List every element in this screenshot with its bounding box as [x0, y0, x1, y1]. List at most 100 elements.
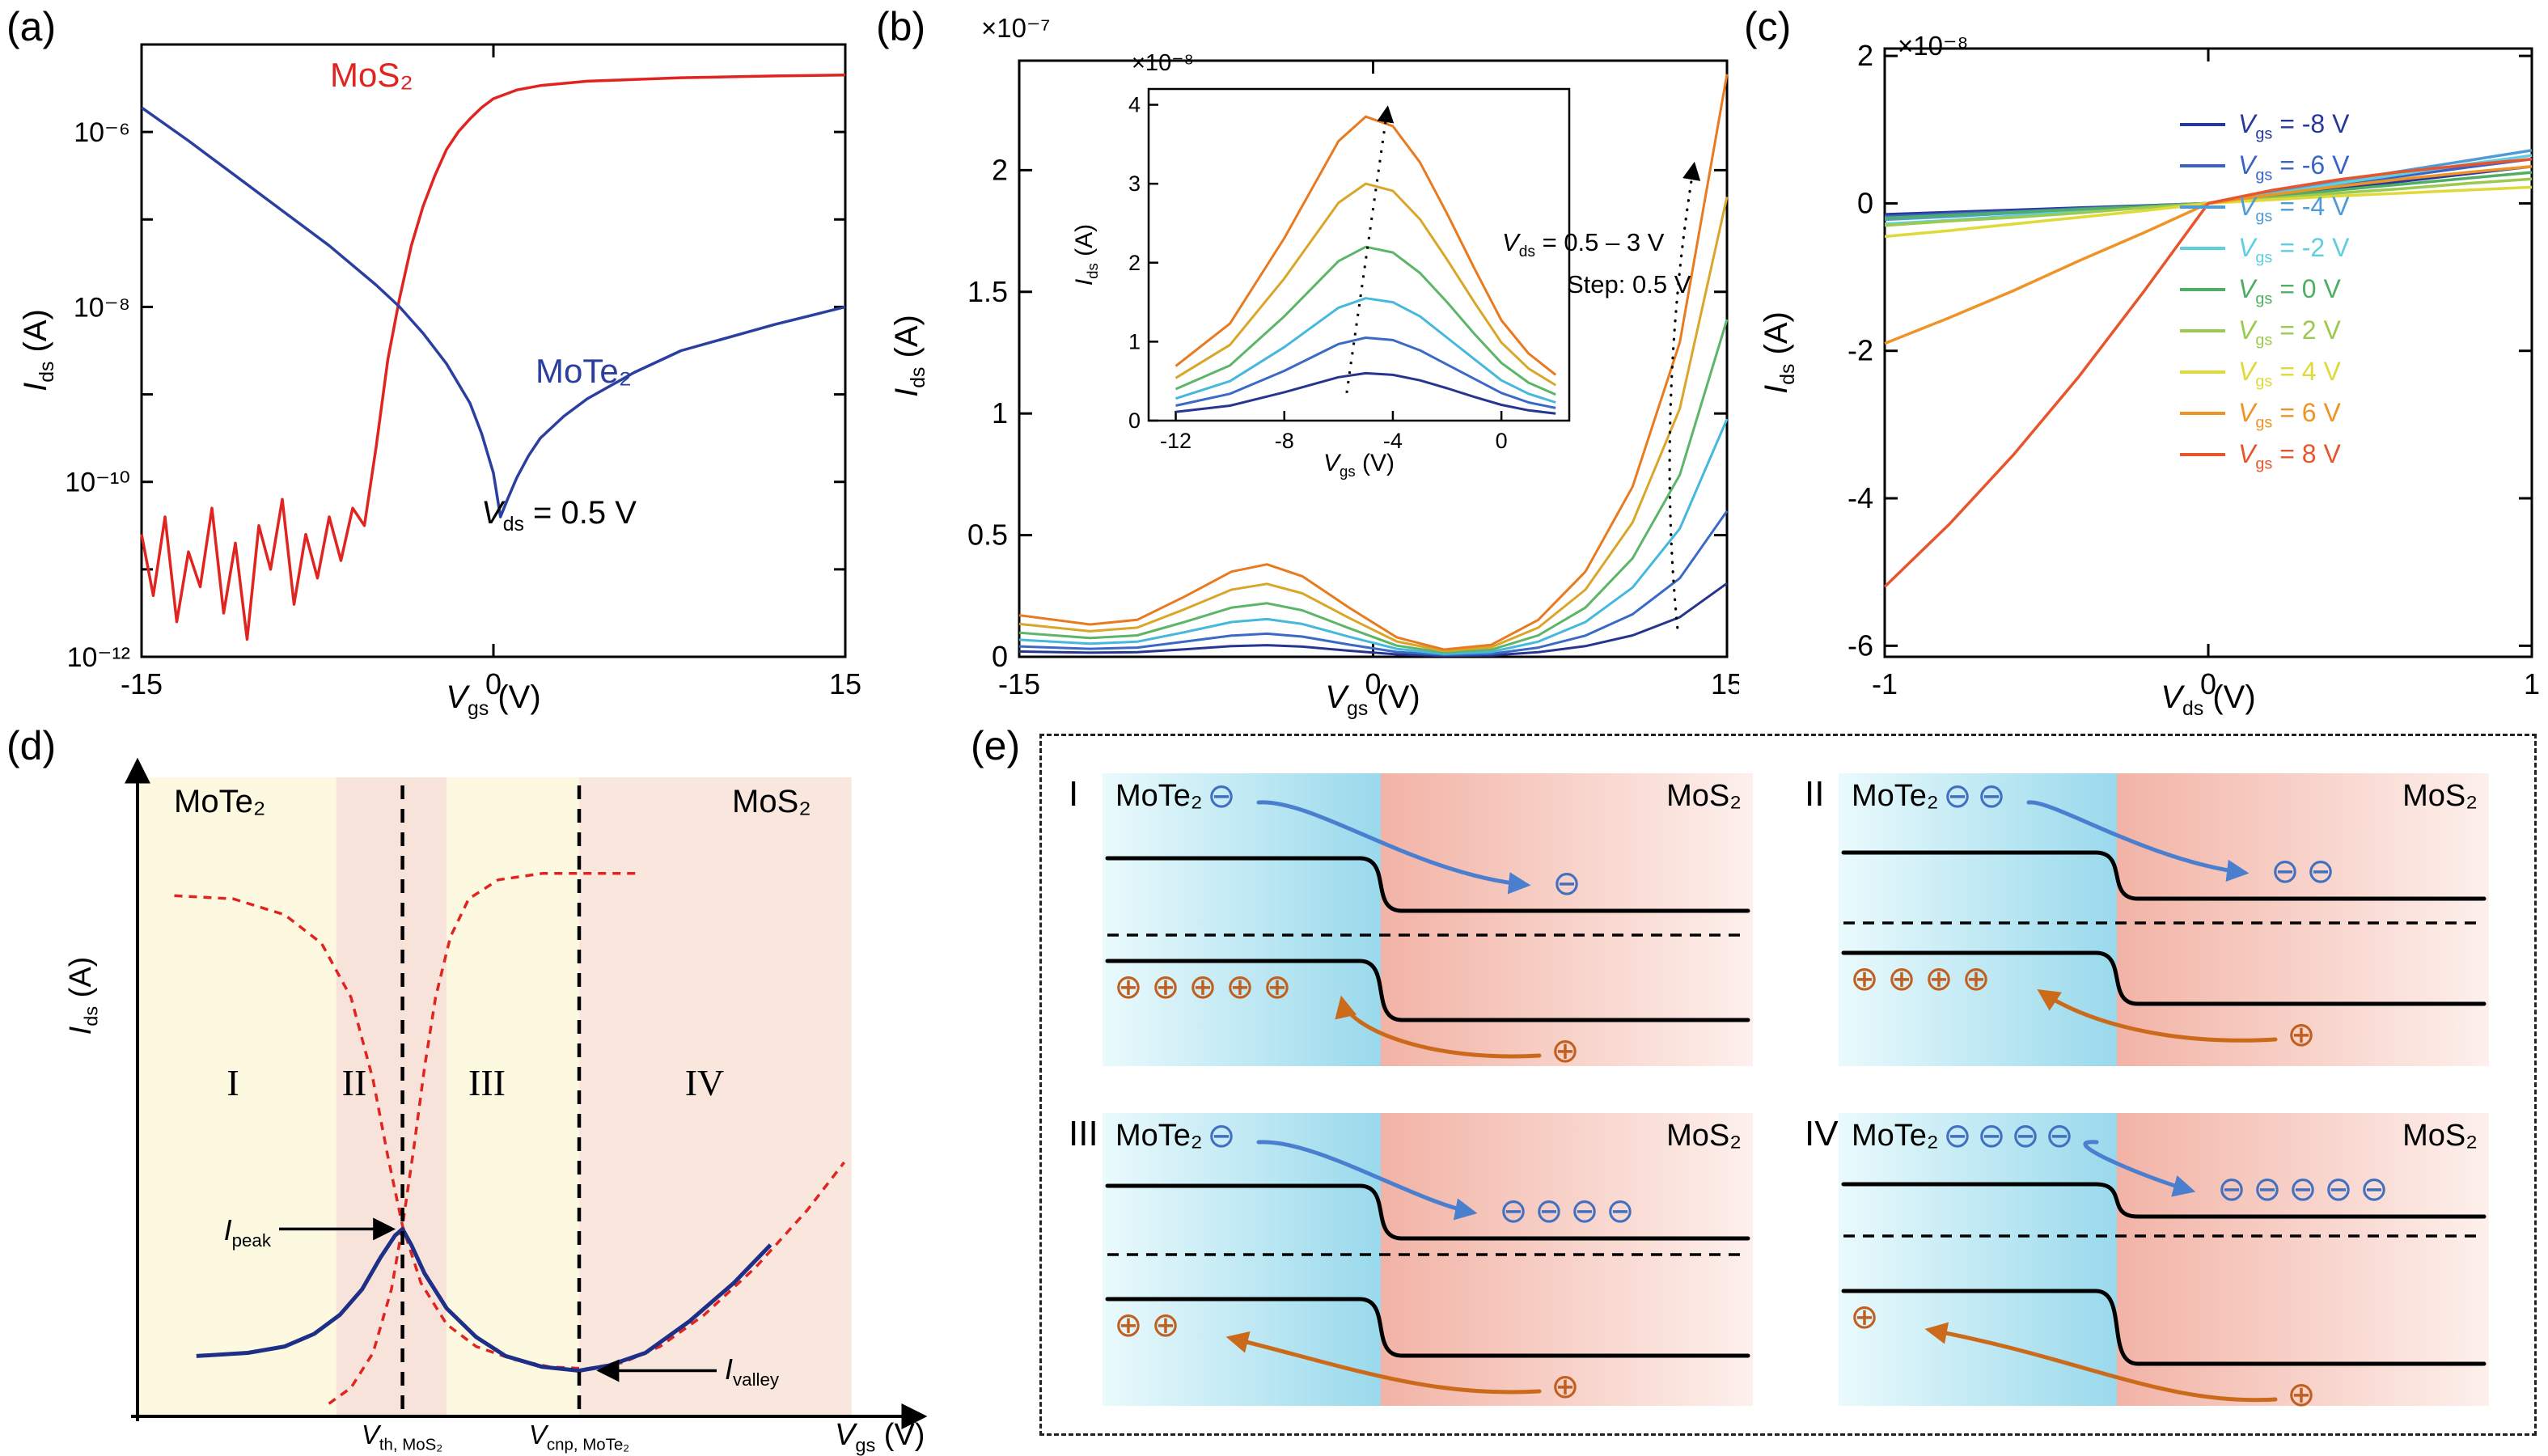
svg-text:1: 1: [1128, 329, 1141, 353]
b-inset-curve-vds-3: [1175, 115, 1557, 376]
mote2-label: MoTe₂: [1852, 779, 1939, 813]
electron-icon: ⊖: [2324, 1170, 2352, 1208]
svg-text:-12: -12: [1160, 429, 1191, 453]
b-inset-ylabel: Ids (A): [1071, 223, 1101, 286]
d-region-bands: [138, 777, 852, 1416]
hole-icon: ⊕: [1551, 1367, 1579, 1405]
svg-text:0: 0: [485, 667, 502, 700]
mos2-region: [2117, 773, 2489, 1066]
c-legend-swatch: [2180, 205, 2225, 209]
b-curve-vds-0.5: [1018, 582, 1728, 658]
mote2-region: [1103, 773, 1381, 1066]
d-mos2_dashed: [328, 872, 638, 1405]
a-ylabel: Ids (A): [18, 309, 58, 392]
mos2-label: MoS₂: [1666, 1119, 1742, 1153]
conduction-band: [1105, 1183, 1750, 1241]
panel-b: -15 0 15 0 0.5 1 1.5 2 -12 -8 -4 0 0 1 2 3 4 (b) ×10⁻⁷ I…: [870, 0, 1739, 721]
valence-band: [1841, 1289, 2487, 1366]
svg-text:10⁻⁶: 10⁻⁶: [74, 117, 130, 148]
c-xlabel: Vds (V): [2161, 679, 2256, 720]
b-scale-note: ×10⁻⁷: [981, 13, 1051, 43]
hole-flow-arrow: [1225, 1331, 1542, 1395]
electron-icon: ⊖: [1207, 1116, 1235, 1154]
svg-text:2: 2: [992, 153, 1008, 186]
electron-flow-arrow: [2083, 1140, 2196, 1197]
hole-icon: ⊕: [1924, 959, 1953, 997]
mote2-region: [1103, 1113, 1381, 1406]
electron-icon: ⊖: [1977, 1116, 2005, 1154]
svg-text:1: 1: [992, 396, 1008, 430]
panel-e-letter: (e): [971, 723, 1021, 768]
band-diagram-box: [1039, 734, 2537, 1436]
svg-text:0: 0: [992, 640, 1008, 673]
electron-icon: ⊖: [1207, 777, 1235, 815]
panel-a-letter: (a): [6, 4, 57, 49]
svg-text:-6: -6: [1848, 629, 1873, 662]
svg-text:15: 15: [829, 667, 861, 700]
c-legend-entry-1: Vgs = -6 V: [2180, 145, 2349, 186]
band-diagram-III: III MoTe₂ MoS₂⊖⊖ ⊖ ⊖ ⊖⊕ ⊕⊕: [1069, 1113, 1753, 1406]
c-legend-label: Vgs = 8 V: [2238, 439, 2341, 473]
electron-icon: ⊖: [2217, 1170, 2245, 1208]
mos2-curve-label: MoS₂: [330, 56, 413, 94]
hole-flow-arrow: [2037, 988, 2278, 1043]
valence-band: [1105, 959, 1750, 1022]
electron-flow-arrow: [2026, 800, 2250, 882]
mos2-region: [1381, 1113, 1753, 1406]
svg-text:2: 2: [1857, 39, 1873, 72]
electron-icon: ⊖: [2288, 1170, 2317, 1208]
d-xlabel: Vgs (V): [835, 1418, 925, 1456]
svg-text:-15: -15: [121, 667, 163, 700]
hole-icon: ⊕: [1151, 967, 1179, 1005]
d-region-4: IV: [684, 1062, 725, 1103]
mote2-region: [1839, 773, 2117, 1066]
electron-icon: ⊖: [1943, 1116, 1971, 1154]
d-vth-ticklabel: Vth, MoS₂: [361, 1420, 443, 1454]
c-axes: -1 0 1 -6 -4 -2 0 2: [1848, 39, 2540, 700]
electron-icon: ⊖: [2360, 1170, 2388, 1208]
electron-icon: ⊖: [2011, 1116, 2039, 1154]
c-legend-label: Vgs = 0 V: [2238, 274, 2341, 308]
panel-d: (d) MoTe₂ MoS₂ I II III IV Ipeak Ivalley…: [0, 721, 963, 1456]
region-numeral: II: [1805, 774, 1824, 814]
c-legend-entry-0: Vgs = -8 V: [2180, 104, 2349, 145]
chart-d-canvas: [125, 757, 928, 1429]
hole-icon: ⊕: [1263, 967, 1291, 1005]
panel-d-letter: (d): [6, 723, 57, 768]
conduction-band: [1841, 850, 2487, 901]
b-curve-vds-2.5: [1018, 197, 1729, 653]
c-legend-swatch: [2180, 328, 2225, 332]
electron-icon: ⊖: [2271, 852, 2299, 890]
c-legend: Vgs = -8 V Vgs = -6 V Vgs = -4 V Vgs = -2 V…: [2180, 104, 2349, 475]
svg-text:10⁻¹⁰: 10⁻¹⁰: [65, 468, 130, 498]
electron-icon: ⊖: [1943, 777, 1971, 815]
b-inset-curve-vds-0.5: [1175, 371, 1556, 415]
c-scale-note: ×10⁻⁸: [1898, 31, 1969, 61]
mote2-label: MoTe₂: [1115, 779, 1203, 813]
hole-icon: ⊕: [2287, 1375, 2315, 1413]
b-xlabel: Vgs (V): [1325, 679, 1420, 720]
mote2-curve-label: MoTe₂: [535, 352, 633, 390]
hole-flow-arrow: [1335, 995, 1542, 1059]
electron-icon: ⊖: [2306, 852, 2334, 890]
valence-band: [1841, 950, 2487, 1006]
svg-text:0: 0: [1857, 186, 1873, 219]
svg-text:2: 2: [1128, 251, 1141, 275]
conduction-band: [1105, 856, 1750, 913]
b-vds-range-note: Vds = 0.5 – 3 V: [1502, 228, 1665, 261]
b-inset-curve-vds-1: [1175, 336, 1556, 409]
band-diagram-II: II MoTe₂ MoS₂⊖ ⊖⊖ ⊖⊕ ⊕ ⊕ ⊕⊕: [1805, 773, 2489, 1066]
c-curve-vgs-8: [1883, 157, 2533, 588]
panel-a: -15 0 15 10⁻¹² 10⁻¹⁰ 10⁻⁸ 10⁻⁶ (a) MoS₂ MoTe₂ …: [0, 0, 870, 721]
c-legend-swatch: [2180, 122, 2225, 126]
d-axes: [125, 757, 928, 1429]
hole-icon: ⊕: [1114, 1306, 1142, 1344]
a-xlabel: Vgs (V): [446, 679, 541, 720]
mos2-label: MoS₂: [2402, 1119, 2478, 1153]
b-inset-xlabel: Vgs (V): [1323, 450, 1395, 480]
electron-icon: ⊖: [1499, 1191, 1527, 1230]
hole-icon: ⊕: [1114, 967, 1142, 1005]
d-curves: [174, 872, 845, 1405]
hole-icon: ⊕: [1188, 967, 1217, 1005]
mos2-label: MoS₂: [2402, 779, 2478, 813]
